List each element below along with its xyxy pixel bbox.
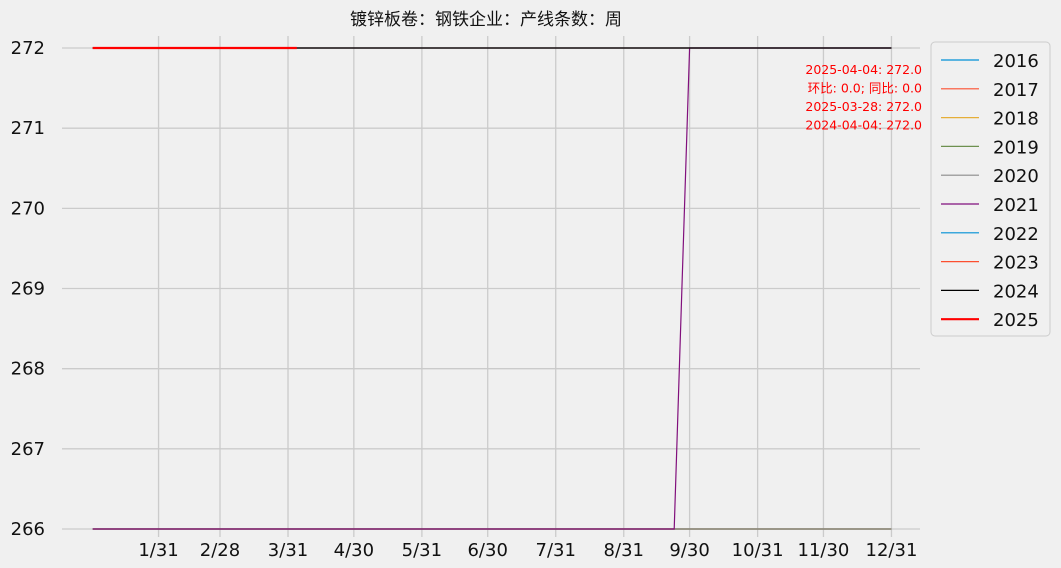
legend-label: 2023: [993, 253, 1039, 274]
x-tick-label: 11/30: [798, 540, 850, 561]
x-tick-label: 9/30: [669, 540, 709, 561]
legend-label: 2019: [993, 137, 1039, 158]
series-lines: [92, 46, 892, 530]
chart-title: 镀锌板卷：钢铁企业：产线条数：周: [350, 10, 622, 30]
legend-label: 2020: [993, 166, 1039, 187]
x-tick-label: 8/31: [604, 540, 644, 561]
y-tick-label: 271: [11, 118, 45, 139]
x-tick-label: 2/28: [200, 540, 240, 561]
x-tick-label: 1/31: [138, 540, 178, 561]
annotation-line: 2024-04-04: 272.0: [805, 118, 922, 133]
y-tick-label: 272: [11, 38, 45, 59]
y-tick-label: 266: [11, 519, 45, 540]
x-tick-label: 6/30: [467, 540, 507, 561]
annotation-line: 2025-04-04: 272.0: [805, 62, 922, 77]
grid: [62, 36, 920, 537]
x-tick-label: 12/31: [866, 540, 918, 561]
annotation-box: 2025-04-04: 272.0 环比: 0.0; 同比: 0.0 2025-03…: [805, 62, 922, 133]
x-tick-label: 4/30: [334, 540, 374, 561]
legend-label: 2024: [993, 281, 1039, 302]
x-tick-label: 7/31: [536, 540, 576, 561]
y-axis-ticks: 266 267 268 269 270 271 272: [11, 38, 45, 540]
legend-label: 2017: [993, 80, 1039, 101]
y-tick-label: 269: [11, 279, 45, 300]
legend-label: 2021: [993, 195, 1039, 216]
y-tick-label: 270: [11, 198, 45, 219]
legend-label: 2018: [993, 109, 1039, 130]
annotation-line: 2025-03-28: 272.0: [805, 99, 922, 114]
x-axis-ticks: 1/31 2/28 3/31 4/30 5/31 6/30 7/31 8/31 9/30 10/3…: [138, 540, 917, 561]
x-tick-label: 3/31: [268, 540, 308, 561]
x-tick-label: 5/31: [402, 540, 442, 561]
y-tick-label: 267: [11, 439, 45, 460]
y-tick-label: 268: [11, 359, 45, 380]
legend-label: 2025: [993, 310, 1039, 331]
x-tick-label: 10/31: [732, 540, 784, 561]
legend-label: 2016: [993, 51, 1039, 72]
legend-box: [930, 41, 1051, 337]
legend-label: 2022: [993, 224, 1039, 245]
annotation-line: 环比: 0.0; 同比: 0.0: [808, 81, 922, 96]
legend: 2016 2017 2018 2019 2020 2021 2022 2023 2024 2025: [930, 41, 1051, 337]
